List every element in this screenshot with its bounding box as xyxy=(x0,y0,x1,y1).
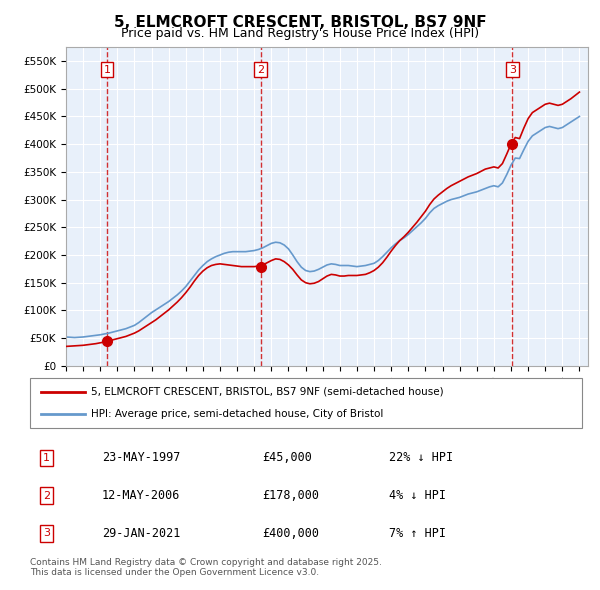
Text: 22% ↓ HPI: 22% ↓ HPI xyxy=(389,451,453,464)
Text: 3: 3 xyxy=(509,64,516,74)
Text: 1: 1 xyxy=(43,453,50,463)
Text: £178,000: £178,000 xyxy=(262,489,319,502)
Text: 2: 2 xyxy=(43,491,50,500)
Text: 5, ELMCROFT CRESCENT, BRISTOL, BS7 9NF: 5, ELMCROFT CRESCENT, BRISTOL, BS7 9NF xyxy=(113,15,487,30)
Text: £400,000: £400,000 xyxy=(262,527,319,540)
Text: 1: 1 xyxy=(103,64,110,74)
Text: 4% ↓ HPI: 4% ↓ HPI xyxy=(389,489,446,502)
FancyBboxPatch shape xyxy=(30,378,582,428)
Text: Contains HM Land Registry data © Crown copyright and database right 2025.
This d: Contains HM Land Registry data © Crown c… xyxy=(30,558,382,577)
Text: £45,000: £45,000 xyxy=(262,451,312,464)
Text: 29-JAN-2021: 29-JAN-2021 xyxy=(102,527,180,540)
Text: 7% ↑ HPI: 7% ↑ HPI xyxy=(389,527,446,540)
Text: HPI: Average price, semi-detached house, City of Bristol: HPI: Average price, semi-detached house,… xyxy=(91,409,383,419)
Text: Price paid vs. HM Land Registry's House Price Index (HPI): Price paid vs. HM Land Registry's House … xyxy=(121,27,479,40)
Text: 3: 3 xyxy=(43,529,50,538)
Text: 12-MAY-2006: 12-MAY-2006 xyxy=(102,489,180,502)
Text: 5, ELMCROFT CRESCENT, BRISTOL, BS7 9NF (semi-detached house): 5, ELMCROFT CRESCENT, BRISTOL, BS7 9NF (… xyxy=(91,386,443,396)
Text: 2: 2 xyxy=(257,64,264,74)
Text: 23-MAY-1997: 23-MAY-1997 xyxy=(102,451,180,464)
